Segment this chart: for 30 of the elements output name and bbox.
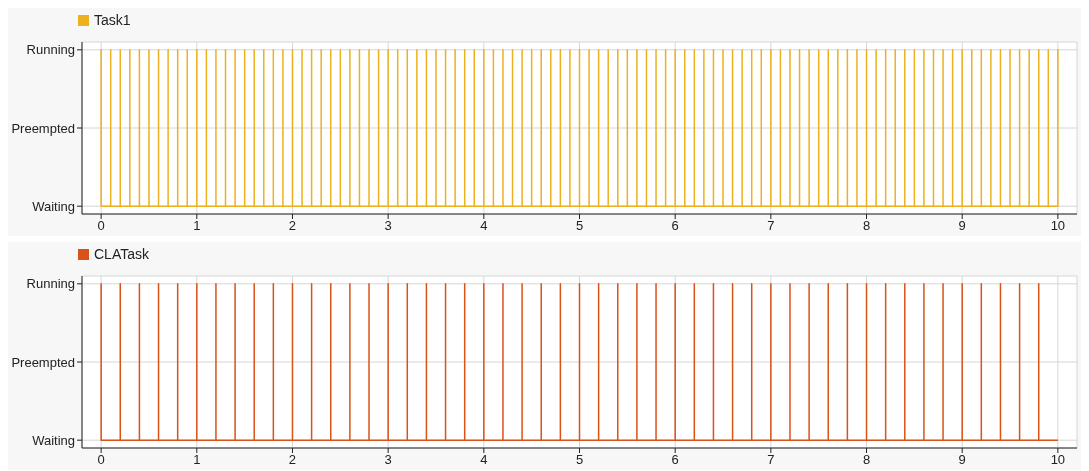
text: Waiting xyxy=(32,432,75,448)
text: Running xyxy=(26,42,75,58)
x-tick-label: 8 xyxy=(862,452,871,468)
text: Waiting xyxy=(32,198,75,214)
x-tick-label: 5 xyxy=(575,218,584,234)
x-tick-label: 3 xyxy=(384,218,392,234)
x-tick-label: 4 xyxy=(480,218,488,234)
x-tick-label: 2 xyxy=(288,218,297,234)
x-tick-label: 10 xyxy=(1050,218,1066,234)
x-tick-label: 2 xyxy=(288,452,297,468)
x-tick-label: 7 xyxy=(767,218,775,234)
text: Running xyxy=(26,276,75,292)
x-tick-label: 9 xyxy=(958,452,966,468)
text: Preempted xyxy=(11,354,75,370)
x-tick-label: 9 xyxy=(958,218,966,234)
legend-label: CLATask xyxy=(94,246,149,262)
legend-label: Task1 xyxy=(94,12,131,28)
text: Preempted xyxy=(11,120,75,136)
x-tick-label: 3 xyxy=(384,452,392,468)
x-tick-label: 7 xyxy=(767,452,775,468)
x-tick-label: 4 xyxy=(480,452,488,468)
x-tick-label: 6 xyxy=(671,218,679,234)
x-tick-label: 1 xyxy=(193,452,201,468)
x-tick-label: 8 xyxy=(862,218,871,234)
x-tick-label: 6 xyxy=(671,452,679,468)
x-tick-label: 10 xyxy=(1050,452,1066,468)
x-tick-label: 1 xyxy=(193,218,201,234)
x-tick-label: 5 xyxy=(575,452,584,468)
x-tick-label: 0 xyxy=(97,218,105,234)
x-tick-label: 0 xyxy=(97,452,105,468)
